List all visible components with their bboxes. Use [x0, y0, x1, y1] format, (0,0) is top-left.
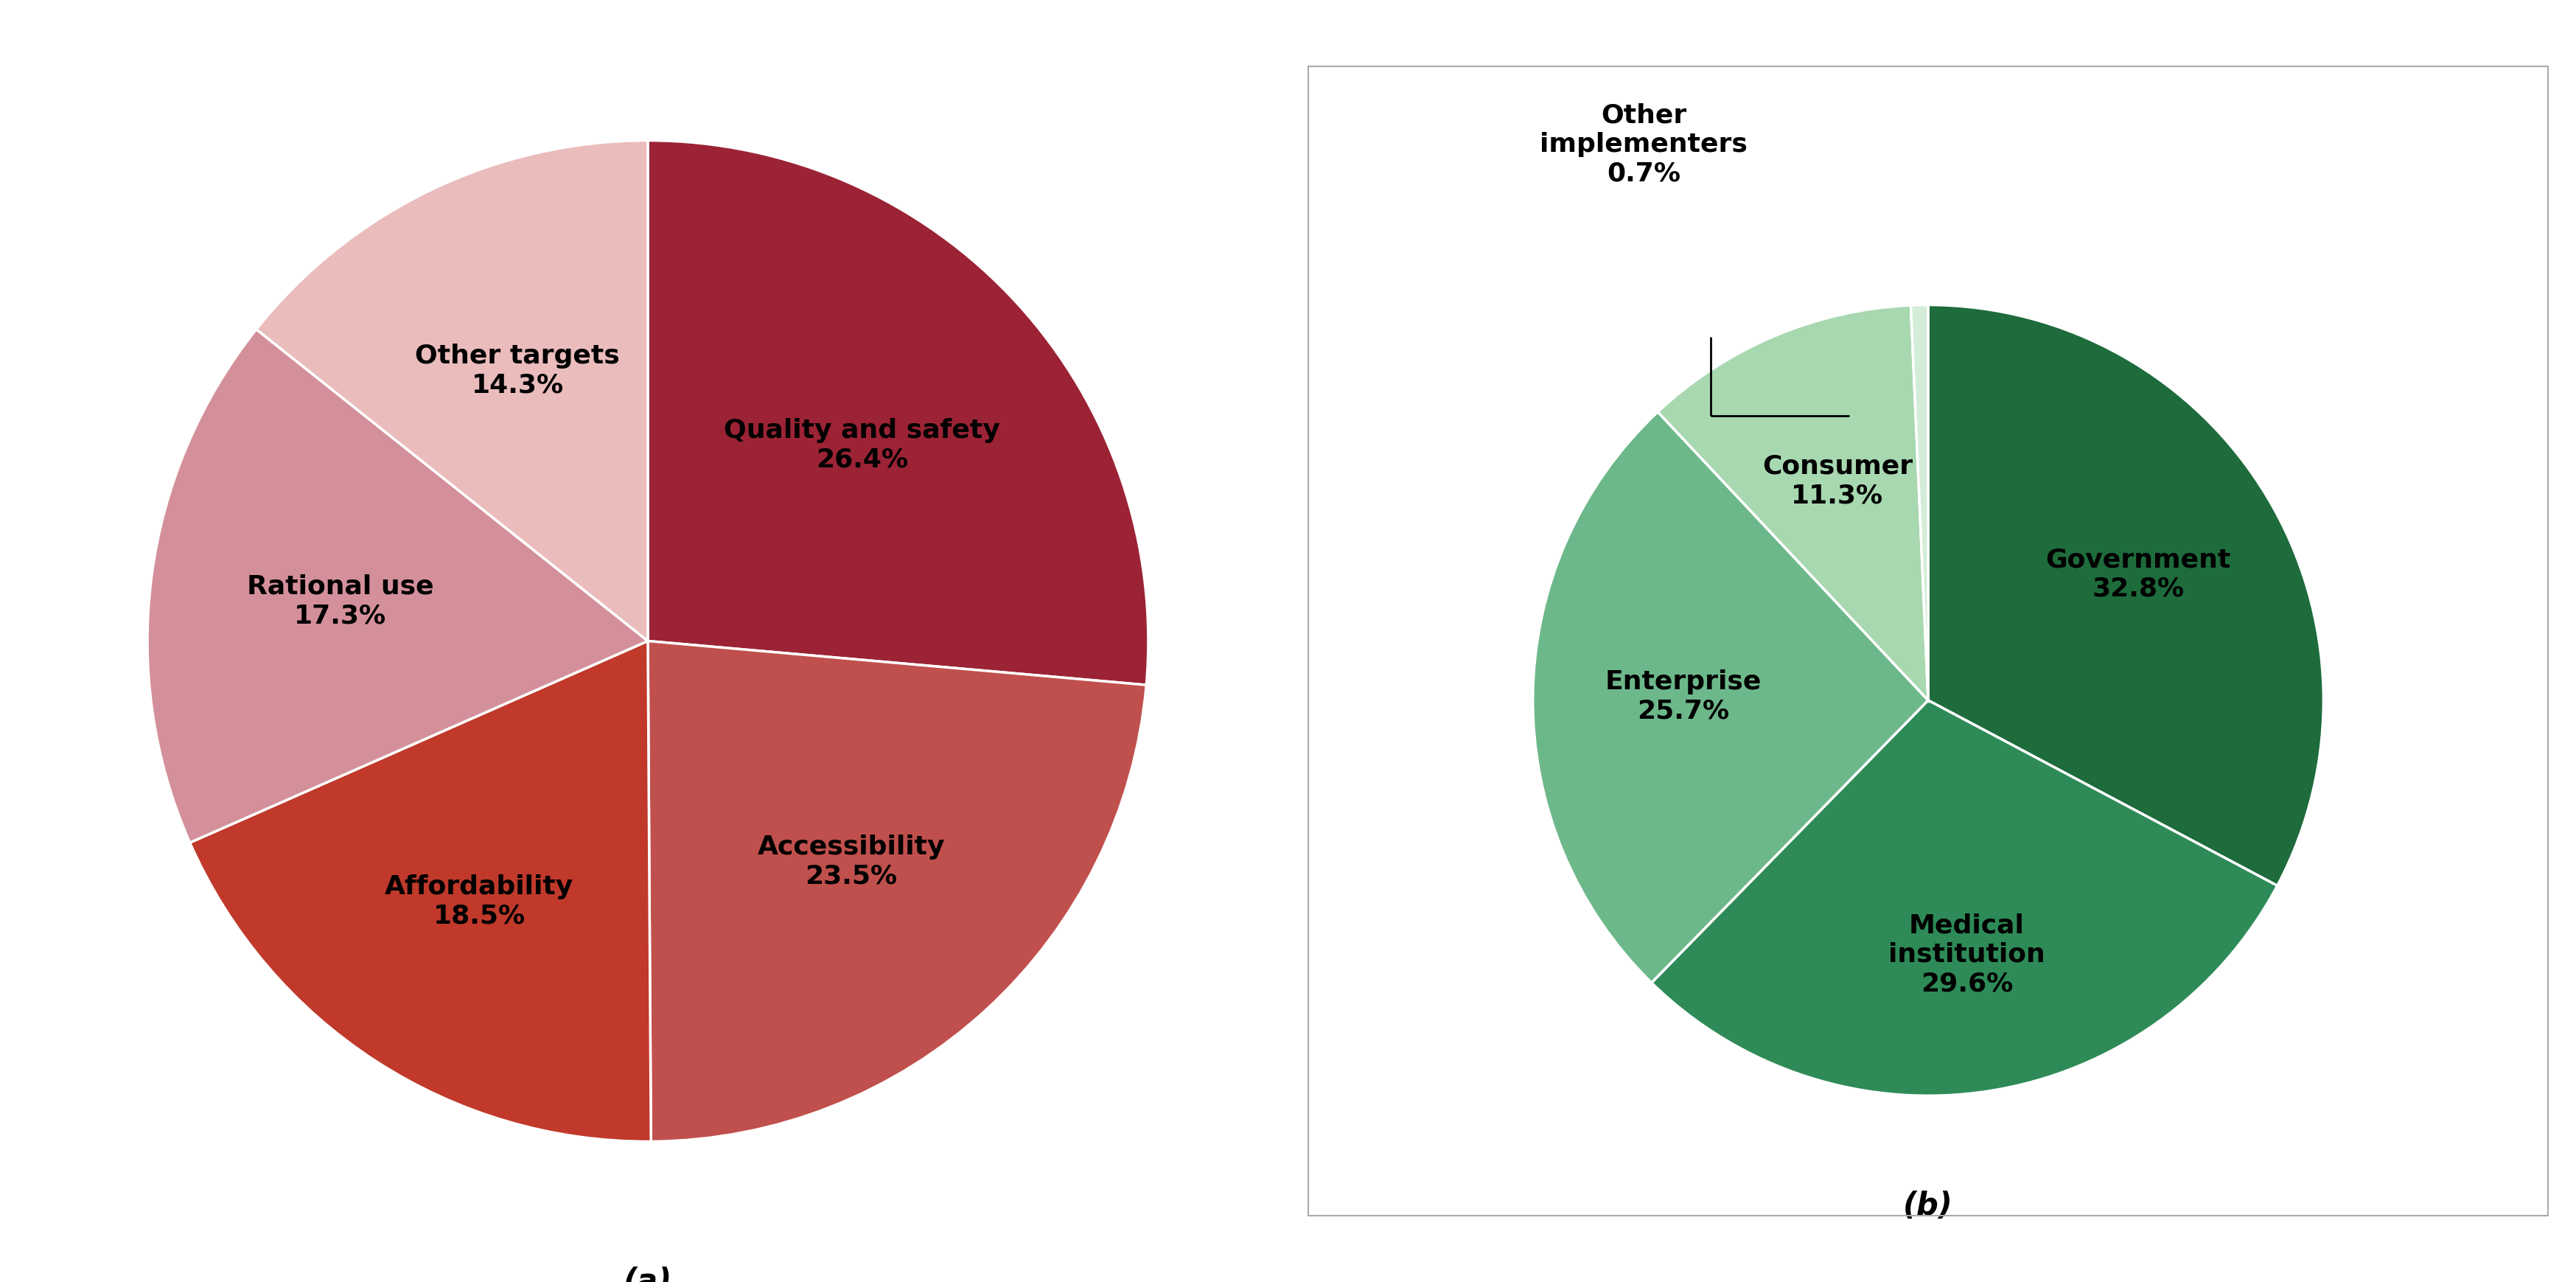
Wedge shape: [147, 329, 647, 842]
Text: Affordability
18.5%: Affordability 18.5%: [384, 874, 574, 928]
Text: (b): (b): [1904, 1191, 1953, 1222]
Wedge shape: [258, 141, 647, 641]
Wedge shape: [1659, 305, 1929, 700]
Wedge shape: [191, 641, 652, 1141]
Text: Rational use
17.3%: Rational use 17.3%: [247, 574, 433, 628]
Text: Government
32.8%: Government 32.8%: [2045, 547, 2231, 601]
Text: Other
implementers
0.7%: Other implementers 0.7%: [1540, 103, 1747, 186]
Wedge shape: [1911, 305, 1929, 700]
Wedge shape: [1533, 412, 1929, 983]
Text: Other targets
14.3%: Other targets 14.3%: [415, 344, 621, 397]
Wedge shape: [1651, 700, 2277, 1096]
Text: Quality and safety
26.4%: Quality and safety 26.4%: [724, 418, 999, 472]
Text: Enterprise
25.7%: Enterprise 25.7%: [1605, 669, 1762, 723]
Text: Consumer
11.3%: Consumer 11.3%: [1762, 454, 1911, 508]
Wedge shape: [647, 641, 1146, 1141]
Wedge shape: [647, 141, 1149, 685]
Text: Accessibility
23.5%: Accessibility 23.5%: [757, 835, 945, 888]
Text: Medical
institution
29.6%: Medical institution 29.6%: [1888, 913, 2045, 996]
Text: (a): (a): [623, 1267, 672, 1282]
Wedge shape: [1929, 305, 2324, 886]
